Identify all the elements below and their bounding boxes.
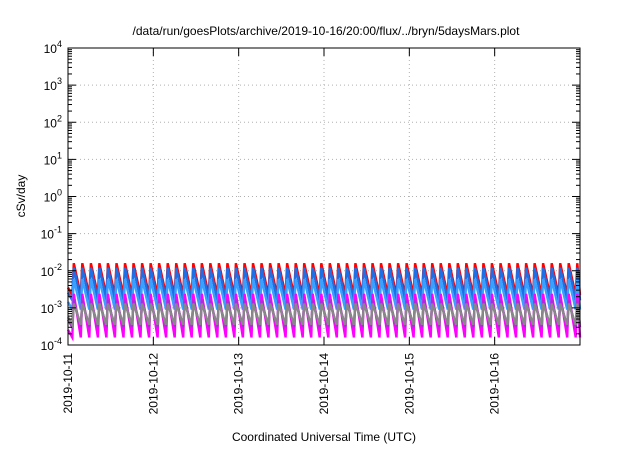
y-tick-label: 103 <box>44 76 62 93</box>
series-lines <box>66 262 582 342</box>
x-tick-label: 2019-10-12 <box>146 353 160 415</box>
x-tick-label: 2019-10-11 <box>61 353 75 414</box>
y-tick-label: 10-4 <box>41 336 62 353</box>
x-tick-label: 2019-10-16 <box>488 353 502 415</box>
x-tick-label: 2019-10-15 <box>402 353 416 415</box>
x-axis-label: Coordinated Universal Time (UTC) <box>232 430 416 444</box>
y-tick-label: 10-2 <box>41 262 62 279</box>
x-tick-label: 2019-10-13 <box>232 353 246 415</box>
y-tick-label: 104 <box>44 39 62 56</box>
y-tick-labels: 10-4 10-3 10-2 10-1 100 101 102 103 104 <box>41 39 62 353</box>
chart-title: /data/run/goesPlots/archive/2019-10-16/2… <box>133 24 521 38</box>
x-tick-labels: 2019-10-11 2019-10-12 2019-10-13 2019-10-14… <box>61 353 502 415</box>
y-tick-label: 10-3 <box>41 299 62 316</box>
x-tick-label: 2019-10-14 <box>317 353 331 415</box>
y-tick-label: 101 <box>44 150 62 167</box>
series-line-5 <box>66 303 582 329</box>
y-axis-label: cSv/day <box>14 175 28 218</box>
series-line-1 <box>66 267 582 305</box>
series-line-2 <box>66 278 582 314</box>
axis-ticks <box>67 47 580 346</box>
y-tick-label: 10-1 <box>41 225 62 242</box>
y-tick-label: 102 <box>44 113 62 130</box>
y-tick-label: 100 <box>44 188 62 205</box>
